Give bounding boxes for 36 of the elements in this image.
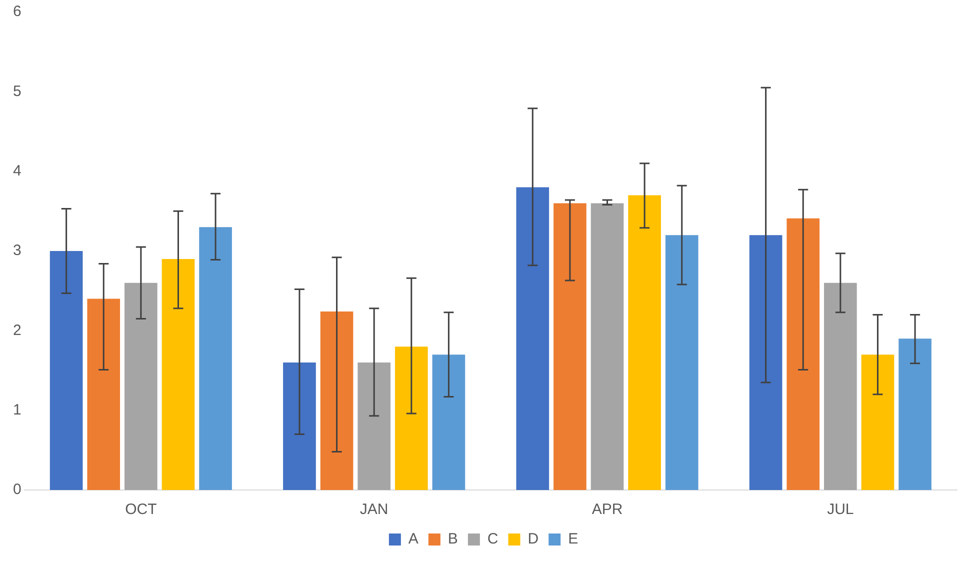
x-tick-label: JUL [827, 501, 854, 518]
bar [394, 346, 428, 490]
bar [124, 282, 158, 490]
bar [358, 362, 391, 490]
bar [199, 227, 232, 490]
bar [516, 187, 550, 490]
bar [898, 338, 932, 490]
x-tick-label: OCT [125, 501, 157, 518]
y-tick-label: 1 [13, 401, 22, 418]
bar [786, 218, 820, 490]
y-tick-label: 6 [13, 3, 22, 20]
bar [283, 362, 316, 490]
bar [87, 298, 120, 490]
bar [861, 354, 894, 490]
bar [628, 195, 661, 490]
x-tick-label: APR [592, 501, 623, 518]
bar [432, 354, 466, 490]
legend-label: A [408, 530, 418, 548]
bar [320, 312, 354, 490]
bar [50, 251, 83, 490]
x-tick-label: JAN [360, 501, 388, 518]
bar [665, 235, 698, 490]
y-tick-label: 0 [13, 481, 22, 498]
y-tick-label: 3 [13, 242, 22, 260]
legend-label: C [487, 530, 498, 548]
bar [824, 282, 857, 490]
y-tick-label: 4 [13, 162, 22, 180]
legend-label: E [568, 530, 578, 548]
legend-label: D [528, 530, 539, 548]
y-tick-label: 2 [13, 322, 22, 339]
bar [590, 203, 624, 490]
bar [749, 235, 782, 490]
bar [162, 258, 195, 490]
bar [554, 203, 586, 490]
y-tick-label: 5 [13, 82, 22, 100]
legend-label: B [448, 530, 458, 548]
